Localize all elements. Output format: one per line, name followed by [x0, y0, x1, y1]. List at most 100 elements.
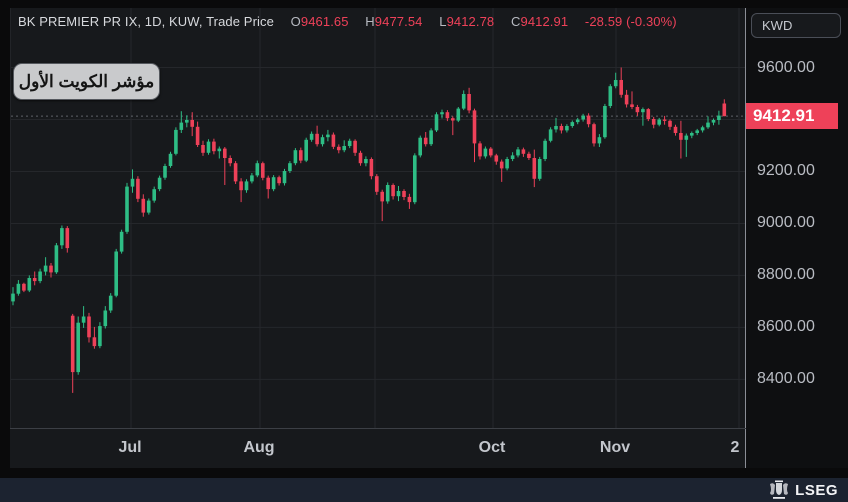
candle-body — [407, 196, 412, 203]
candle-body — [353, 140, 357, 153]
candle-body — [309, 133, 314, 140]
time-axis-separator — [10, 428, 746, 429]
candle-body — [304, 139, 308, 161]
candle-body — [700, 127, 705, 131]
annotation-text: مؤشر الكويت الأول — [18, 71, 155, 91]
price-tick-label: 9200.00 — [757, 162, 815, 179]
price-tick-label: 8800.00 — [757, 266, 815, 283]
candle-body — [657, 119, 661, 125]
candle-body — [358, 152, 363, 164]
candle-body — [624, 94, 629, 105]
candle-body — [499, 161, 504, 169]
candle-body — [451, 118, 455, 121]
candle-body — [418, 137, 422, 156]
candlestick-chart[interactable] — [11, 8, 746, 428]
candle-body — [402, 191, 406, 197]
candle-body — [347, 140, 352, 146]
candle-body — [489, 148, 493, 156]
candle-body — [679, 133, 683, 140]
candle-body — [396, 191, 401, 197]
price-tick-label: 9600.00 — [757, 59, 815, 76]
candle-body — [206, 141, 211, 153]
candle-body — [581, 115, 585, 120]
candle-body — [233, 163, 238, 182]
candle-body — [277, 177, 281, 184]
candle-body — [673, 126, 678, 133]
candle-body — [293, 150, 298, 164]
candle-body — [266, 177, 270, 190]
price-axis[interactable]: KWD 9412.91 9600.00 9200.00 9000.00 8800.00… — [746, 8, 848, 468]
candle-body — [456, 108, 461, 121]
time-axis[interactable]: Jul Aug Oct Nov 2 — [10, 429, 745, 468]
candle-body — [646, 109, 651, 119]
candle-body — [467, 94, 471, 111]
candle-body — [152, 189, 156, 201]
candle-body — [570, 122, 575, 126]
candle-body — [494, 155, 499, 162]
candle-body — [271, 177, 276, 190]
candle-body — [201, 145, 205, 153]
candle-body — [532, 158, 537, 179]
currency-button[interactable]: KWD — [751, 13, 841, 38]
chart-annotation-label[interactable]: مؤشر الكويت الأول — [13, 63, 160, 100]
candle-body — [364, 159, 368, 164]
candle-body — [65, 228, 70, 249]
candle-body — [510, 155, 515, 159]
price-tick-label: 8400.00 — [757, 370, 815, 387]
candle-body — [43, 265, 48, 272]
candle-body — [217, 148, 222, 152]
candle-body — [255, 163, 260, 176]
candle-body — [575, 119, 580, 123]
candle-body — [554, 126, 558, 130]
ohlc-low: L9412.78 — [439, 14, 495, 29]
candle-body — [413, 155, 417, 203]
candle-body — [195, 126, 200, 145]
candle-body — [315, 133, 319, 145]
lseg-brand-text: LSEG — [795, 481, 838, 499]
candle-body — [391, 185, 395, 197]
candle-body — [49, 265, 53, 273]
last-price-badge[interactable]: 9412.91 — [746, 103, 838, 129]
candle-body — [70, 315, 75, 373]
candle-body — [651, 119, 656, 125]
candle-body — [212, 141, 216, 152]
lseg-logo-crest-icon — [770, 480, 789, 499]
candle-body — [380, 191, 384, 202]
candle-body — [711, 120, 716, 123]
candle-body — [130, 178, 135, 187]
time-tick-label: Oct — [478, 439, 506, 456]
candle-body — [619, 80, 623, 95]
candle-body — [228, 158, 232, 164]
candle-body — [592, 124, 596, 144]
candle-body — [288, 163, 292, 171]
candle-body — [87, 316, 91, 338]
candle-body — [641, 109, 645, 113]
candle-body — [527, 153, 531, 158]
candle-body — [261, 163, 265, 178]
candle-body — [16, 283, 21, 294]
time-tick-label: Aug — [243, 439, 275, 456]
candle-body — [157, 177, 162, 190]
candle-body — [543, 140, 547, 159]
candle-body — [548, 129, 553, 141]
chart-pane[interactable]: مؤشر الكويت الأول — [10, 8, 746, 428]
price-tick-label: 9000.00 — [757, 214, 815, 231]
candle-body — [168, 153, 173, 166]
candle-body — [613, 80, 618, 87]
candle-body — [60, 228, 64, 246]
candle-body — [141, 198, 146, 213]
candle-body — [342, 146, 346, 151]
candle-body — [174, 129, 178, 154]
candle-body — [239, 181, 243, 191]
candle-body — [98, 326, 102, 347]
candle-body — [81, 316, 86, 323]
price-tick-label: 8600.00 — [757, 318, 815, 335]
ohlc-close: C9412.91 — [510, 14, 569, 29]
candle-body — [516, 149, 520, 156]
candle-body — [119, 231, 124, 252]
candle-body — [434, 114, 439, 131]
candle-body — [695, 130, 699, 133]
candle-body — [706, 122, 710, 128]
candle-body — [76, 322, 80, 373]
candle-body — [92, 337, 97, 347]
